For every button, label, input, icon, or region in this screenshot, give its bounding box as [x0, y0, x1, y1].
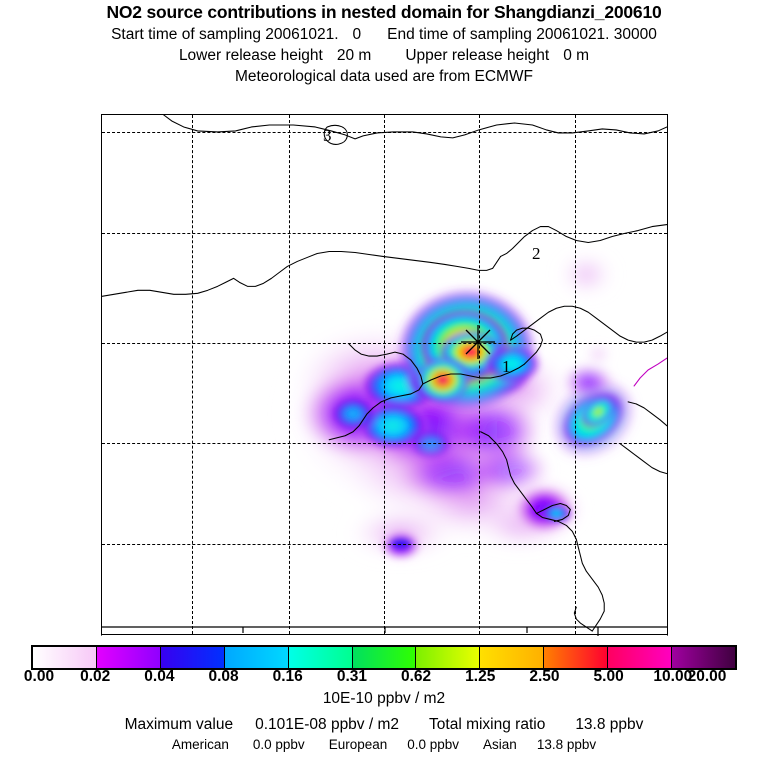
release-site-marker — [461, 325, 495, 359]
colorbar-tick-label-0: 0.00 — [23, 668, 55, 685]
colorbar-tick-label-4: 0.16 — [272, 668, 303, 685]
footer-summary-line: Maximum value 0.101E-08 ppbv / m2 Total mi… — [0, 716, 768, 734]
european-label: European — [328, 737, 388, 752]
colorbar-segment-3[interactable] — [224, 647, 289, 668]
coastline-mid-b — [233, 250, 502, 287]
colorbar-tick-label-11: 20.00 — [687, 668, 727, 685]
lower-release-height-label: Lower release height — [178, 47, 323, 64]
colorbar-segment-10[interactable] — [672, 647, 735, 668]
coastline-bay-east — [422, 363, 526, 385]
map-plot-area[interactable]: 3 2 1 — [101, 114, 668, 635]
total-mixing-ratio-label: Total mixing ratio — [429, 716, 546, 733]
colorbar-segment-8[interactable] — [544, 647, 609, 668]
american-value: 0.0 ppbv — [252, 737, 305, 752]
coastline-bay — [328, 343, 424, 441]
colorbar-tick-label-9: 5.00 — [593, 668, 624, 685]
asian-value: 13.8 ppbv — [536, 737, 597, 752]
map-labels: 3 2 1 — [102, 115, 667, 634]
coastline-east-inlet — [535, 502, 571, 522]
release-height-line: Lower release height 20 m Upper release he… — [0, 47, 768, 65]
start-time-label: Start time of sampling 20061021. — [111, 26, 339, 43]
domain-label-3: 3 — [323, 126, 332, 145]
coastline-south-hook — [573, 606, 593, 632]
start-time-value: 0 — [352, 26, 362, 43]
asian-label: Asian — [483, 737, 517, 752]
colorbar-segment-6[interactable] — [416, 647, 481, 668]
coastline-far-east-b — [627, 401, 667, 427]
footer-contributions-line: American 0.0 ppbv European 0.0 ppbv Asian 13.… — [0, 737, 768, 752]
maximum-value: 0.101E-08 ppbv / m2 — [255, 716, 400, 733]
lower-release-height-value: 20 m — [336, 47, 372, 64]
border-lower-right — [633, 357, 667, 387]
colorbar-segment-5[interactable] — [352, 647, 417, 668]
colorbar-tick-label-8: 2.50 — [529, 668, 560, 685]
maximum-value-label: Maximum value — [124, 716, 234, 733]
colorbar-tick-label-3: 0.08 — [208, 668, 239, 685]
colorbar[interactable] — [31, 645, 737, 670]
coastline-peninsula — [510, 327, 543, 365]
coastline-mid-c — [102, 277, 235, 297]
colorbar-segment-0[interactable] — [33, 647, 97, 668]
coastline-lake-loop — [323, 124, 348, 145]
colorbar-units-label: 10E-10 ppbv / m2 — [322, 690, 446, 707]
colorbar-tick-label-10: 10.00 — [653, 668, 693, 685]
colorbar-tick-label-1: 0.02 — [80, 668, 111, 685]
coastline-far-east — [619, 443, 667, 475]
colorbar-tick-label-7: 1.25 — [465, 668, 496, 685]
colorbar-tick-label-5: 0.31 — [336, 668, 367, 685]
upper-release-height-value: 0 m — [563, 47, 590, 64]
upper-release-height-label: Upper release height — [405, 47, 550, 64]
header: NO2 source contributions in nested domai… — [0, 0, 768, 86]
plume-small-south-blob — [379, 529, 423, 562]
coastline-north — [163, 115, 667, 140]
european-value: 0.0 ppbv — [407, 737, 460, 752]
american-label: American — [171, 737, 229, 752]
colorbar-segment-1[interactable] — [96, 647, 161, 668]
domain-label-1: 1 — [502, 357, 511, 376]
colorbar-tick-label-2: 0.04 — [144, 668, 175, 685]
map-canvas: 3 2 1 — [102, 115, 667, 634]
colorbar-segment-2[interactable] — [160, 647, 225, 668]
colorbar-segment-9[interactable] — [608, 647, 673, 668]
met-data-source-line: Meteorological data used are from ECMWF — [234, 68, 534, 85]
end-time-text: End time of sampling 20061021. 30000 — [387, 26, 657, 43]
footer: Maximum value 0.101E-08 ppbv / m2 Total mi… — [0, 716, 768, 752]
coastline-east-long — [480, 431, 605, 632]
colorbar-segment-7[interactable] — [480, 647, 545, 668]
domain-label-2: 2 — [532, 244, 541, 263]
total-mixing-ratio-value: 13.8 ppbv — [575, 716, 644, 733]
page-title: NO2 source contributions in nested domai… — [106, 2, 662, 22]
colorbar-tick-label-6: 0.62 — [400, 668, 432, 685]
coastline-ne-coast — [510, 305, 667, 343]
colorbar-tick-rail — [101, 626, 668, 636]
colorbar-tick-labels: 0.00 0.02 0.04 0.08 0.16 0.31 0.62 1.25 2.50 5.00… — [0, 668, 768, 688]
sampling-time-line: Start time of sampling 20061021. 0 End tim… — [0, 26, 768, 44]
colorbar-segment-4[interactable] — [288, 647, 353, 668]
